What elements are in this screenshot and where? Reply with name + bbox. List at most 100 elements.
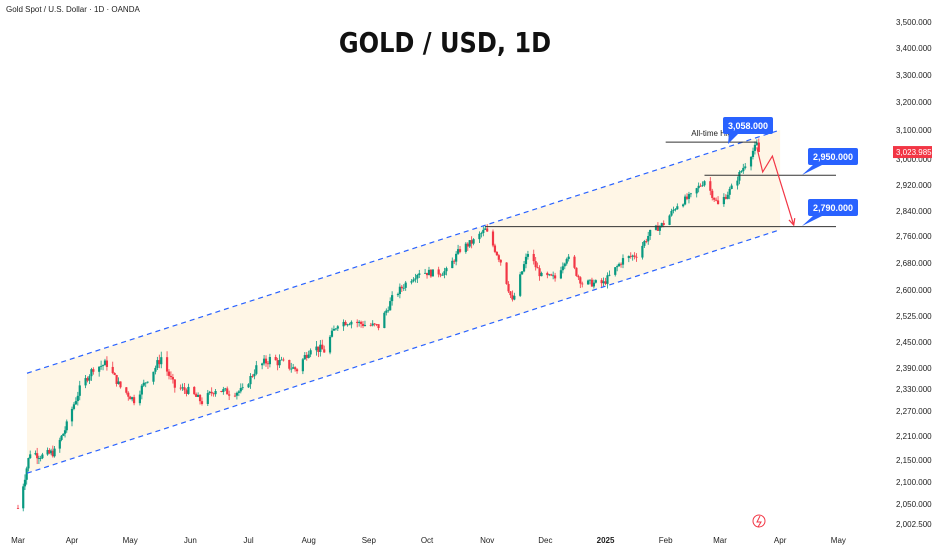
candle-body [608,274,611,276]
candle-body [398,286,401,295]
candle-body [722,196,725,205]
candle-body [214,391,217,395]
candle-body [344,321,347,326]
y-tick-label: 2,150.000 [896,456,932,465]
candle-body [633,255,636,257]
candle-body [464,243,467,252]
y-tick-label: 3,100.000 [896,126,932,135]
candle-body [695,188,698,194]
candle-body [749,156,753,167]
candle-body [468,240,471,247]
candle-body [429,269,433,277]
candle-body [647,235,650,242]
candle-body [443,271,446,275]
candle-body [550,274,553,276]
candle-body [701,185,704,187]
candle-body [132,397,136,404]
candle-body [233,395,237,397]
candle-body [62,433,65,436]
current-price-text: 3,023.985 [896,148,932,157]
candle-body [513,295,516,300]
candle-body [672,209,675,211]
x-tick-label: May [831,536,846,545]
candle-body [27,458,30,469]
y-tick-label: 2,330.000 [896,385,932,394]
candle-body [237,391,240,393]
candle-body [742,167,745,172]
level-2950-label [808,148,858,165]
candle-body [84,378,87,386]
chart-header-instrument: Gold Spot / U.S. Dollar · 1D · OANDA [6,5,140,14]
candle-body [631,255,634,257]
candle-body [629,256,632,257]
candles-layer [16,138,760,512]
candle-body [641,245,644,258]
level-2950-label-text: 2,950.000 [813,152,853,162]
y-tick-label: 2,210.000 [896,432,932,441]
candle-body [751,150,755,157]
candle-body [645,241,648,242]
candle-body [336,326,339,329]
candle-body [76,395,79,402]
candle-body [346,324,349,326]
y-tick-label: 2,680.000 [896,259,932,268]
candle-body [280,359,283,361]
candle-body [292,367,295,369]
ath-label-text: 3,058.000 [728,121,768,131]
candle-body [619,263,623,265]
candle-body [586,280,590,285]
candle-body [563,263,566,267]
y-tick-label: 2,050.000 [896,500,932,509]
candle-body [167,371,171,376]
candle-body [198,394,202,402]
candle-body [115,374,118,384]
candle-body [654,225,658,230]
x-tick-label: May [123,536,138,545]
candle-body [16,508,20,510]
candle-body [111,366,114,374]
candle-body [482,229,485,233]
candle-body [375,324,378,325]
level-2790-label [808,199,858,216]
candle-body [670,210,673,216]
candle-body [757,142,760,152]
candle-body [497,255,500,260]
candle-body [621,258,625,265]
x-tick-label: Oct [421,536,434,545]
candle-body [635,256,638,258]
candle-body [412,279,415,282]
candle-body [674,209,677,210]
candle-body [328,336,332,353]
candle-body [356,321,359,323]
candle-body [724,196,727,199]
candle-body [222,389,225,392]
candle-body [251,376,254,377]
candle-body [604,281,607,284]
candle-body [441,274,444,276]
candle-body [282,359,285,361]
candle-body [552,275,555,277]
candle-body [676,206,679,210]
x-tick-label: Aug [302,536,316,545]
candle-body [101,365,105,366]
candle-body [36,453,39,459]
candle-body [546,272,549,276]
level-2790-label-text: 2,790.000 [813,203,853,213]
y-tick-label: 2,920.000 [896,181,932,190]
level-2950-label-pointer [802,164,824,175]
y-tick-label: 3,200.000 [896,98,932,107]
candle-body [241,387,244,389]
y-tick-label: 3,400.000 [896,44,932,53]
candle-body [228,394,231,396]
candle-body [472,239,475,244]
candle-body [290,368,293,370]
candle-body [567,256,570,260]
candle-body [146,381,149,383]
candle-body [119,381,122,388]
candle-body [521,271,524,275]
candle-body [140,385,143,395]
channel-fill [27,130,781,474]
candle-body [439,274,442,276]
candle-body [295,369,299,372]
